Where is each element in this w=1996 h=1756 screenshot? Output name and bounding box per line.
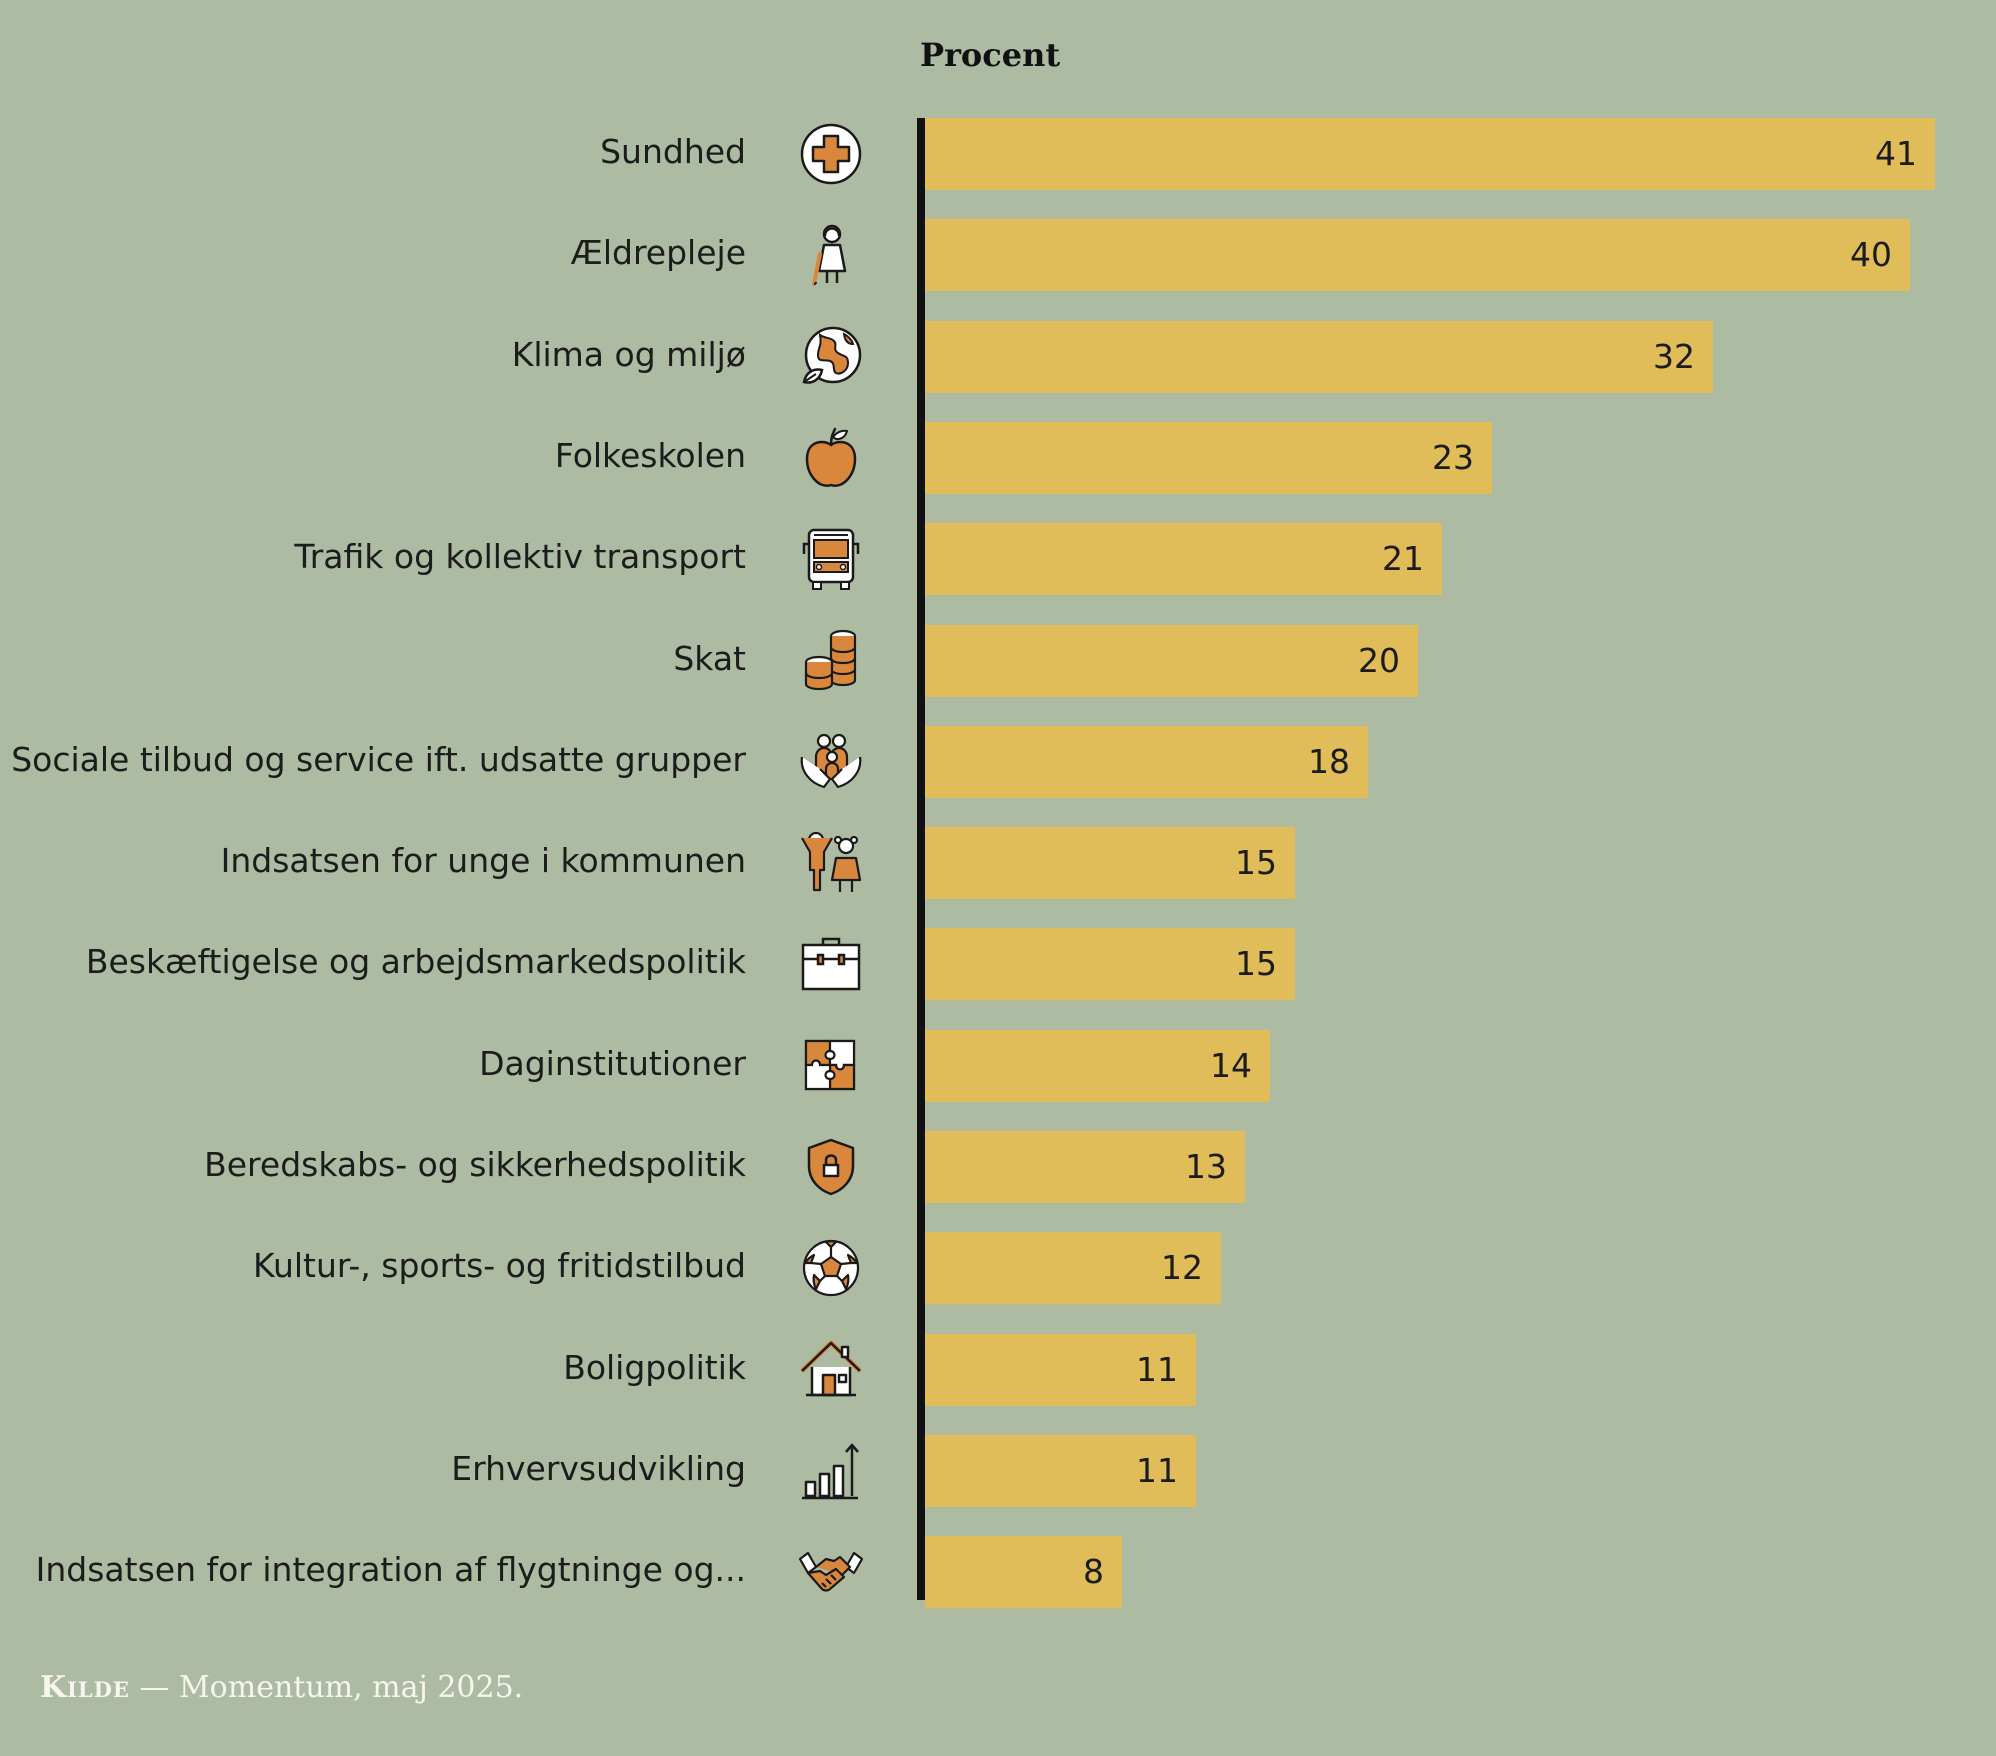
bar-value-label: 40	[1850, 235, 1892, 275]
category-axis-line	[917, 118, 925, 1600]
bar-value-label: 20	[1358, 640, 1400, 680]
shield-lock-icon	[796, 1132, 866, 1202]
bar-value-label: 32	[1653, 336, 1695, 376]
category-label: Daginstitutioner	[479, 1043, 746, 1083]
elderly-person-icon	[796, 220, 866, 290]
medical-cross-icon	[796, 119, 866, 189]
house-icon	[796, 1335, 866, 1405]
children-icon	[796, 828, 866, 898]
puzzle-icon	[796, 1031, 866, 1101]
bar	[925, 219, 1910, 292]
bar	[925, 1232, 1221, 1305]
bar	[925, 523, 1442, 596]
bar	[925, 320, 1713, 393]
apple-icon	[796, 423, 866, 493]
category-label: Erhvervsudvikling	[451, 1448, 746, 1488]
bar	[925, 928, 1295, 1001]
bar-value-label: 15	[1235, 944, 1277, 984]
caring-hands-icon	[796, 727, 866, 797]
axis-title: Procent	[920, 36, 1061, 74]
bar	[925, 1333, 1196, 1406]
briefcase-icon	[796, 929, 866, 999]
bar-value-label: 18	[1308, 741, 1350, 781]
bar-value-label: 12	[1161, 1248, 1203, 1288]
bar-value-label: 23	[1432, 437, 1474, 477]
bus-icon	[796, 524, 866, 594]
category-label: Klima og miljø	[511, 334, 746, 374]
source-label: Kilde	[40, 1670, 130, 1705]
category-label: Beredskabs- og sikkerhedspolitik	[204, 1145, 746, 1184]
category-label: Ældrepleje	[570, 233, 746, 273]
category-label: Indsatsen for integration af flygtninge …	[35, 1550, 746, 1590]
source-note: Kilde — Momentum, maj 2025.	[40, 1670, 523, 1705]
bar	[925, 1434, 1196, 1507]
bar	[925, 725, 1368, 798]
bar	[925, 1536, 1122, 1609]
bar	[925, 118, 1935, 190]
globe-leaf-icon	[796, 322, 866, 392]
bar-value-label: 11	[1136, 1450, 1178, 1490]
bar	[925, 624, 1418, 697]
bar	[925, 1131, 1245, 1203]
bar-value-label: 11	[1136, 1349, 1178, 1389]
category-label: Skat	[673, 638, 746, 678]
bar-value-label: 14	[1210, 1045, 1252, 1085]
category-label: Trafik og kollektiv transport	[294, 537, 746, 577]
growth-chart-icon	[796, 1436, 866, 1506]
bar-value-label: 41	[1875, 134, 1917, 173]
bar-value-label: 8	[1083, 1552, 1104, 1592]
category-label: Kultur-, sports- og fritidstilbud	[252, 1246, 746, 1286]
category-label: Sundhed	[600, 132, 746, 171]
handshake-icon	[796, 1537, 866, 1607]
bar-value-label: 15	[1235, 843, 1277, 883]
bar-value-label: 21	[1382, 539, 1424, 579]
category-label: Folkeskolen	[554, 435, 746, 475]
bar-value-label: 13	[1185, 1147, 1227, 1186]
bar	[925, 827, 1295, 900]
bar	[925, 421, 1492, 494]
category-label: Sociale tilbud og service ift. udsatte g…	[11, 739, 746, 779]
bar	[925, 1029, 1270, 1102]
category-label: Indsatsen for unge i kommunen	[220, 841, 746, 881]
coins-icon	[796, 626, 866, 696]
category-label: Beskæftigelse og arbejdsmarkedspolitik	[85, 942, 746, 982]
category-label: Boligpolitik	[563, 1347, 746, 1387]
source-text: — Momentum, maj 2025.	[129, 1670, 524, 1705]
football-icon	[796, 1233, 866, 1303]
